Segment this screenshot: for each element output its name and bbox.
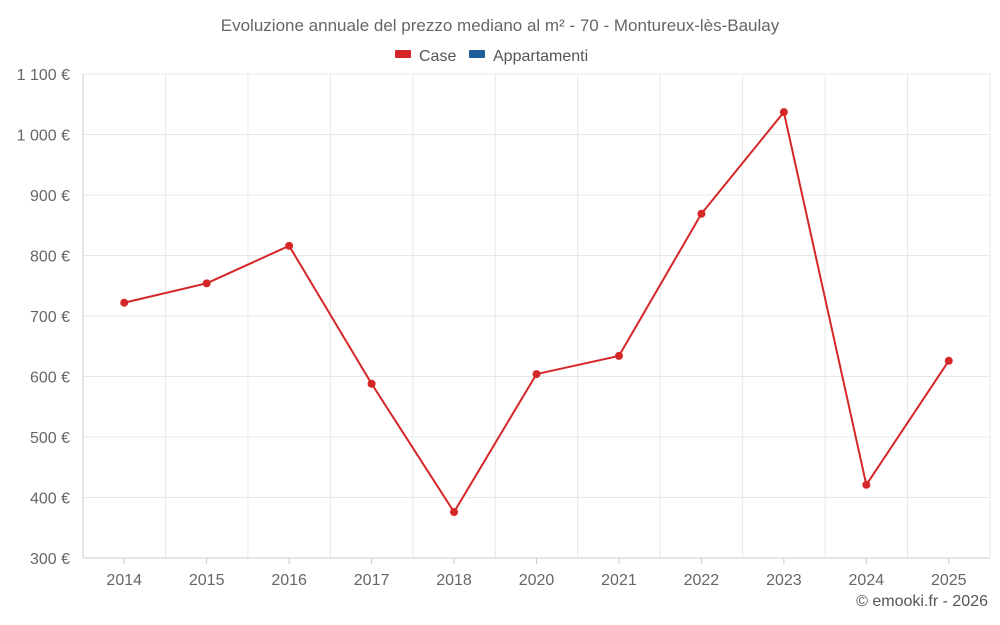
x-tick-label: 2025 <box>931 572 967 589</box>
legend-swatch-appartamenti <box>469 50 485 58</box>
y-tick-label: 1 100 € <box>17 67 70 84</box>
y-tick-label: 300 € <box>30 551 70 568</box>
data-point[interactable] <box>367 379 376 388</box>
x-tick-label: 2021 <box>601 572 637 589</box>
legend-label-appartamenti[interactable]: Appartamenti <box>493 48 588 65</box>
y-tick-label: 900 € <box>30 188 70 205</box>
legend-label-case[interactable]: Case <box>419 48 456 65</box>
y-tick-label: 500 € <box>30 430 70 447</box>
x-tick-label: 2014 <box>106 572 142 589</box>
x-axis: 2014 2015 2016 2017 2018 2020 2021 2022 2023 2024… <box>83 557 990 589</box>
y-tick-label: 1 000 € <box>17 128 70 145</box>
y-tick-label: 600 € <box>30 370 70 387</box>
grid <box>82 73 991 559</box>
data-point[interactable] <box>120 298 129 307</box>
data-point[interactable] <box>614 351 623 360</box>
series-case <box>120 108 953 517</box>
data-point[interactable] <box>202 279 211 288</box>
data-point[interactable] <box>450 508 459 517</box>
data-point[interactable] <box>285 241 294 250</box>
x-tick-label: 2024 <box>849 572 885 589</box>
data-point[interactable] <box>532 370 541 379</box>
y-tick-label: 400 € <box>30 491 70 508</box>
x-tick-label: 2017 <box>354 572 390 589</box>
x-tick-label: 2022 <box>684 572 720 589</box>
y-tick-label: 700 € <box>30 309 70 326</box>
chart-title: Evoluzione annuale del prezzo mediano al… <box>221 16 780 35</box>
data-point[interactable] <box>779 108 788 117</box>
legend: Case Appartamenti <box>395 48 588 65</box>
data-point[interactable] <box>862 480 871 489</box>
x-tick-label: 2015 <box>189 572 225 589</box>
x-tick-label: 2020 <box>519 572 555 589</box>
x-tick-label: 2016 <box>271 572 307 589</box>
data-point[interactable] <box>944 356 953 365</box>
data-point[interactable] <box>697 209 706 218</box>
x-tick-label: 2023 <box>766 572 802 589</box>
legend-swatch-case <box>395 50 411 58</box>
x-tick-label: 2018 <box>436 572 472 589</box>
credit-text: © emooki.fr - 2026 <box>856 593 988 610</box>
y-axis: 300 € 400 € 500 € 600 € 700 € 800 € 900 € 1 000… <box>17 67 84 568</box>
y-tick-label: 800 € <box>30 249 70 266</box>
